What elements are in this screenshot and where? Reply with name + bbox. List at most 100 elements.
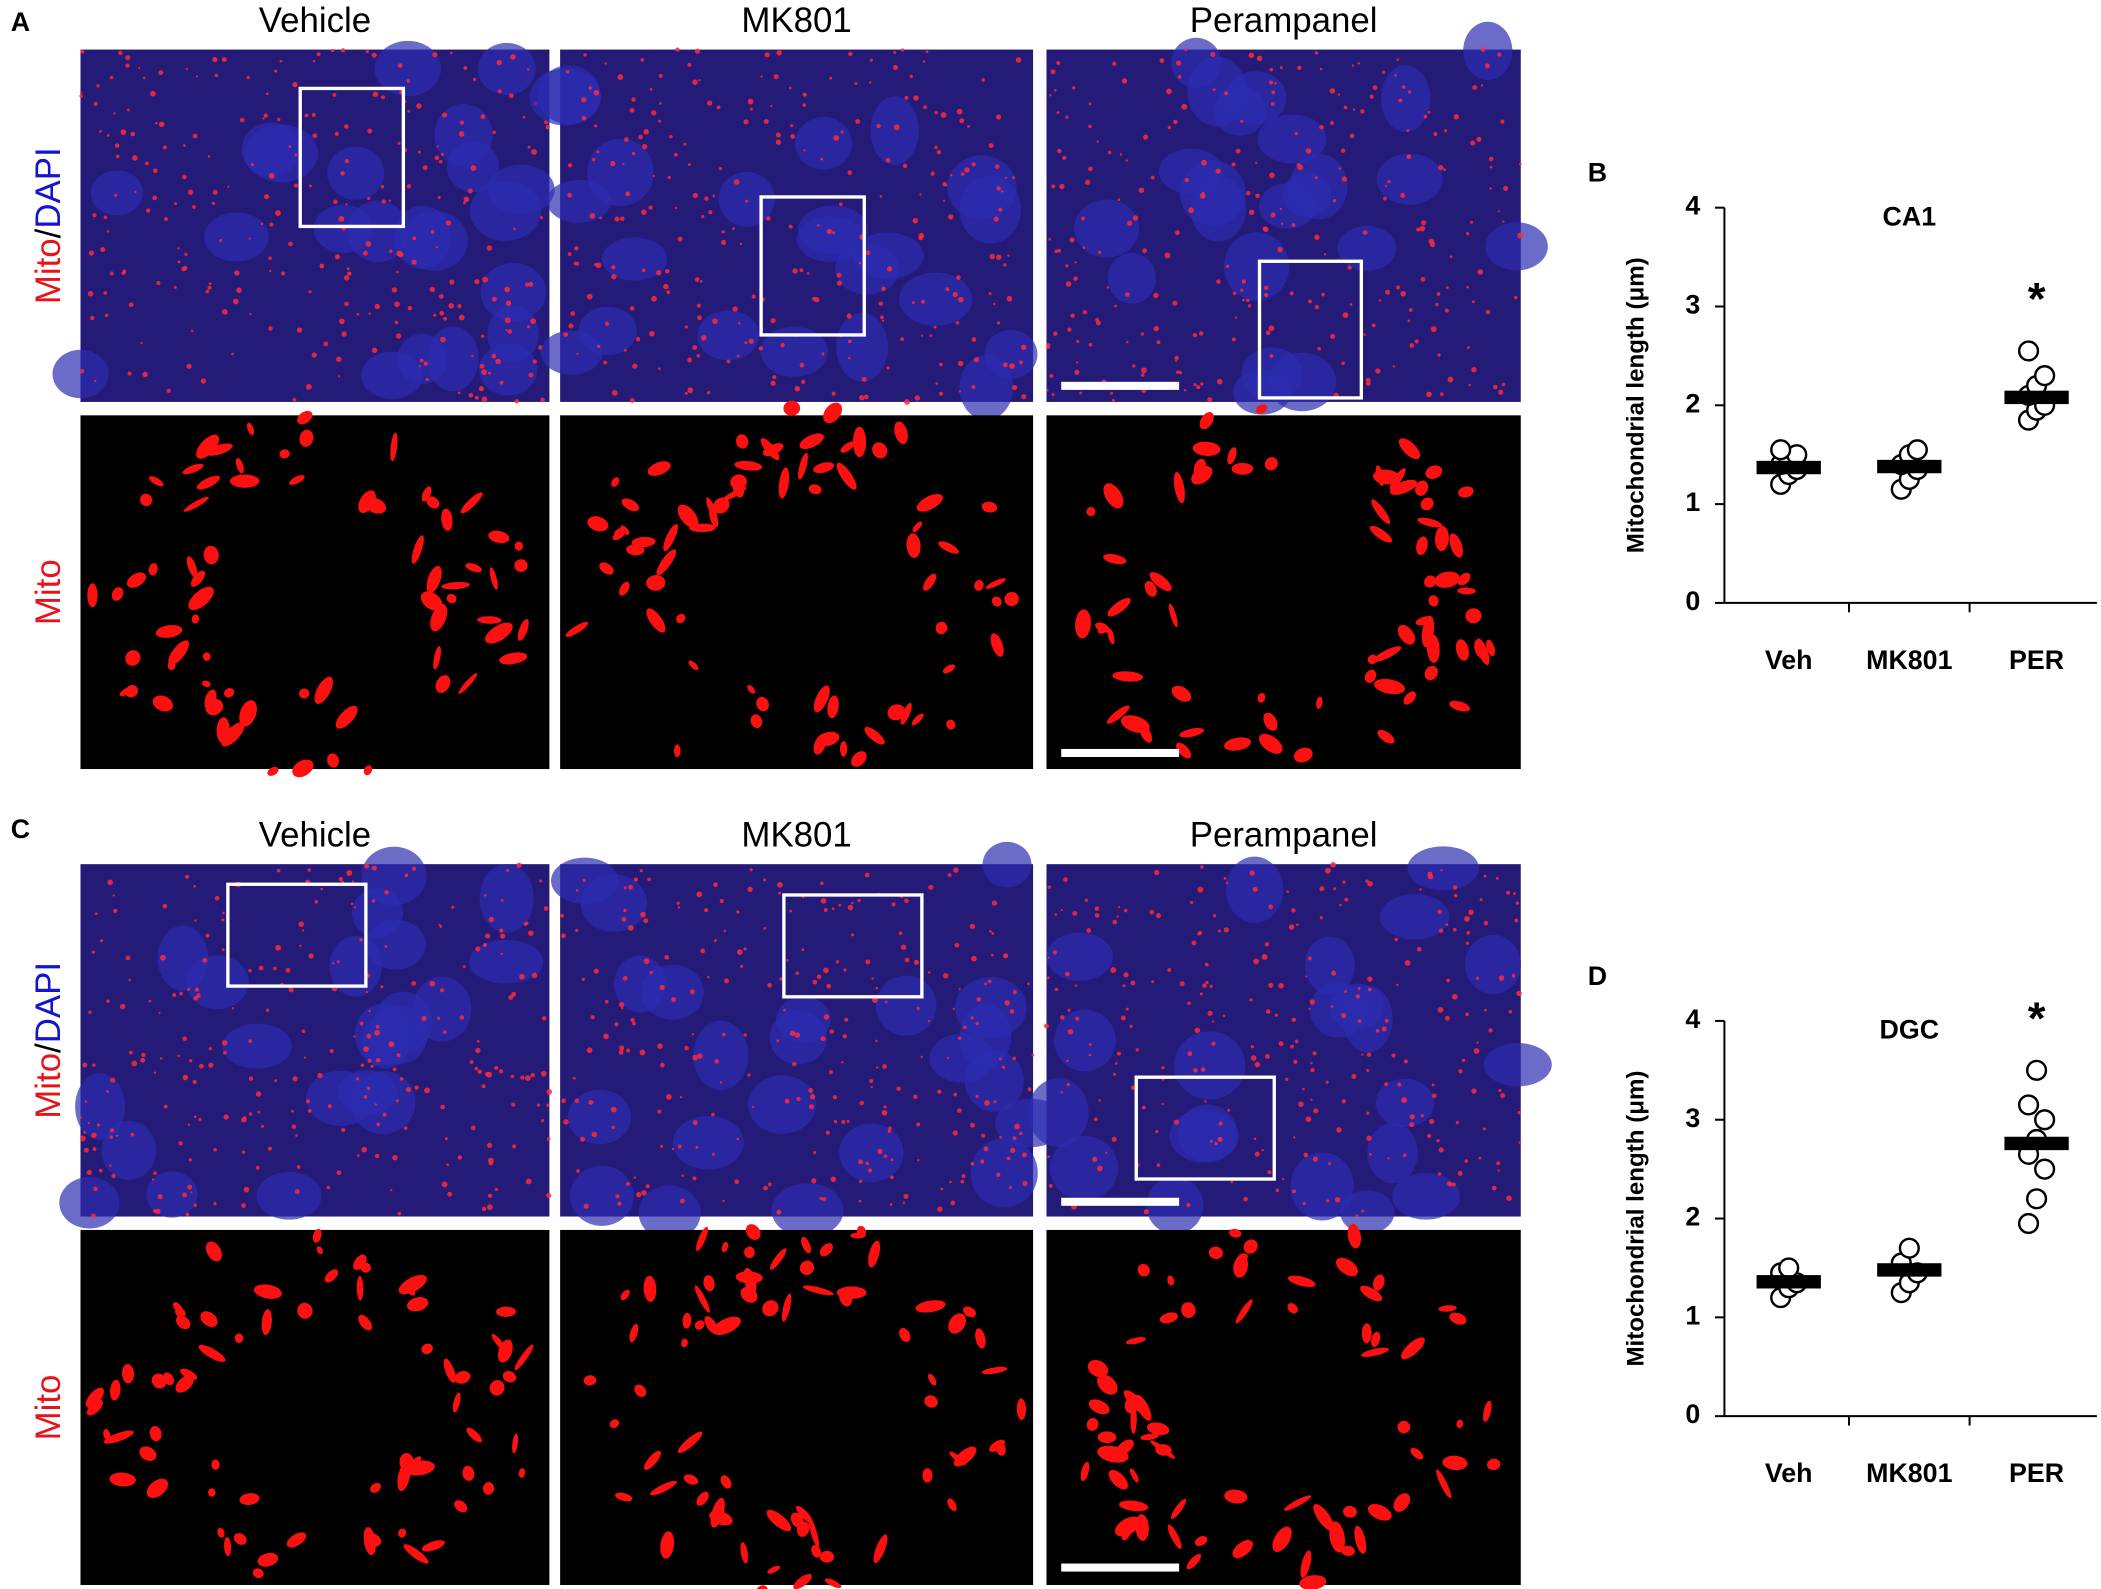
mito-blob [1121, 1520, 1133, 1541]
mito-dot [1314, 234, 1320, 240]
mito-dot [474, 1066, 479, 1071]
mito-dot [448, 303, 454, 309]
mito-dot [786, 959, 789, 962]
mito-blob [370, 1482, 381, 1493]
nucleus [529, 68, 602, 126]
mito-blob [626, 544, 645, 556]
mito-dot [1518, 162, 1522, 166]
mito-dot [960, 172, 965, 176]
mito-dot [399, 1077, 404, 1081]
mito-dot [1079, 391, 1083, 395]
mito-dot [604, 321, 610, 326]
mito-dot [1285, 1077, 1289, 1082]
mito-dot [1294, 1039, 1299, 1044]
mito-dot [848, 339, 852, 344]
mito-dot [1200, 382, 1204, 386]
mito-dot [92, 213, 97, 218]
mito-dot [1072, 86, 1076, 90]
mito-dot [367, 1058, 372, 1063]
mito-dot [570, 311, 576, 316]
mito-dot [841, 1120, 846, 1124]
mito-dot [439, 925, 443, 928]
mito-dot [374, 1029, 381, 1036]
mito-dot [743, 1033, 747, 1037]
mito-dot [481, 1084, 486, 1089]
mito-dot [1031, 1053, 1035, 1057]
mito-dot [980, 1159, 985, 1164]
mito-dot [697, 1053, 703, 1059]
mito-dot [353, 906, 357, 909]
mito-dot [114, 143, 120, 148]
mito-dot [619, 216, 625, 222]
mito-dot [145, 208, 151, 213]
mito-dot [367, 1086, 371, 1090]
mito-dot [106, 134, 110, 137]
mito-dot [1396, 983, 1399, 987]
mito-dot [1326, 1199, 1330, 1203]
mito-dot [762, 878, 766, 882]
mito-dot [1302, 1087, 1305, 1091]
mito-dot [158, 121, 165, 128]
mito-dot [1382, 196, 1387, 201]
mito-dot [1057, 148, 1062, 154]
mito-dot [242, 1150, 246, 1154]
mito-dot [1193, 1068, 1198, 1073]
mito-dot [299, 944, 302, 948]
image-background [80, 415, 550, 770]
mito-blob [502, 1370, 517, 1383]
mito-dot [241, 1203, 246, 1208]
mito-dot [1506, 1195, 1512, 1202]
mito-dot [692, 1054, 698, 1061]
mito-dot [185, 1212, 190, 1217]
mito-dot [80, 1116, 83, 1119]
mito-dot [1202, 983, 1207, 988]
mito-dot [967, 125, 970, 128]
mito-dot [162, 145, 168, 150]
nucleus [795, 117, 853, 170]
mito-dot [1394, 73, 1397, 77]
mito-dot [480, 334, 485, 338]
mito-dot [276, 868, 281, 873]
mito-dot [395, 1099, 399, 1103]
mito-dot [268, 172, 275, 179]
mito-blob [149, 1425, 162, 1442]
mito-dot [820, 898, 827, 904]
mito-dot [1093, 1117, 1098, 1122]
mito-dot [546, 1103, 550, 1107]
mito-dot [869, 1078, 874, 1084]
mito-dot [590, 1015, 595, 1020]
mito-blob [694, 1320, 705, 1330]
mito-dot [371, 865, 377, 871]
mito-dot [98, 1168, 103, 1173]
nucleus [1232, 369, 1292, 415]
mito-dot [593, 90, 600, 96]
mito-blob [975, 1328, 986, 1349]
mito-dot [1502, 220, 1505, 223]
column-header: MK801 [741, 1, 851, 40]
mito-blob [1208, 1246, 1223, 1260]
nucleus [771, 1183, 844, 1238]
mito-blob [1140, 1433, 1159, 1441]
mito-blob [148, 563, 158, 576]
mito-blob [517, 619, 529, 641]
mito-dot [1517, 1110, 1521, 1115]
micrograph-zoom [560, 400, 1034, 770]
mito-dot [991, 931, 995, 935]
mito-dot [1159, 58, 1165, 64]
mito-dot [221, 309, 228, 315]
mito-dot [789, 1030, 796, 1037]
mito-dot [457, 1155, 463, 1160]
mito-dot [214, 895, 220, 901]
mito-blob [324, 1269, 339, 1283]
mito-dot [696, 303, 701, 308]
mito-dot [376, 1122, 380, 1127]
mito-dot [1501, 382, 1506, 387]
mito-blob [1373, 646, 1402, 662]
mito-dot [890, 1175, 894, 1179]
mito-blob [407, 1297, 429, 1312]
mito-blob [443, 1358, 456, 1383]
mito-dot [1053, 331, 1058, 336]
mito-dot [526, 68, 530, 71]
mito-blob [868, 1240, 881, 1268]
mito-blob [656, 549, 677, 576]
